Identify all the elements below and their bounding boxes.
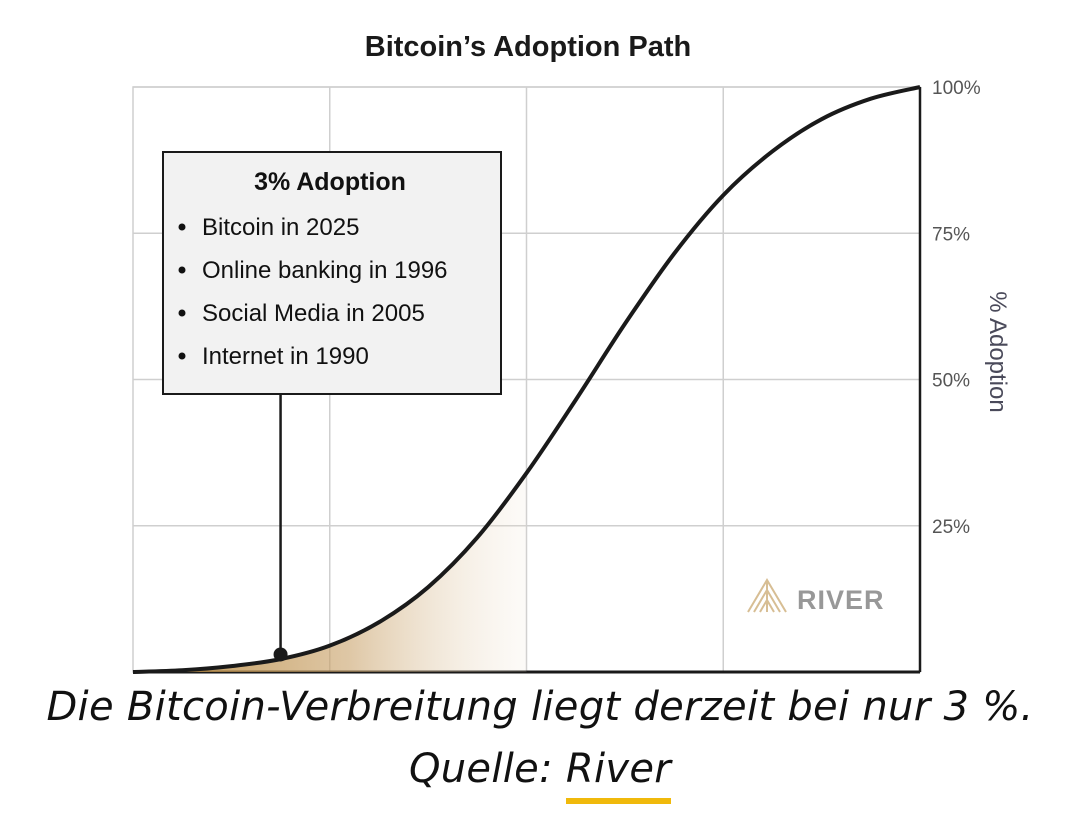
y-axis-label: % Adoption <box>984 291 1011 412</box>
annotation-item: Bitcoin in 2025 <box>202 214 359 241</box>
y-ticks: 25% 50% 75% 100% <box>932 78 981 538</box>
adoption-area-fill <box>133 473 527 672</box>
y-tick-label: 50% <box>932 371 970 392</box>
annotation-list: Bitcoin in 2025 Online banking in 1996 Soc… <box>178 214 448 370</box>
bullet-icon <box>178 309 186 317</box>
annotation-box: 3% Adoption Bitcoin in 2025 Online bankin… <box>162 151 502 395</box>
adoption-marker <box>273 647 288 662</box>
bullet-icon <box>178 266 186 274</box>
bullet-icon <box>178 223 186 231</box>
annotation-item: Online banking in 1996 <box>202 257 448 284</box>
annotation-title: 3% Adoption <box>254 168 406 196</box>
river-logo-icon <box>747 578 787 613</box>
y-tick-label: 75% <box>932 224 970 245</box>
caption-text: Die Bitcoin-Verbreitung liegt derzeit be… <box>46 684 1034 792</box>
chart-title: Bitcoin’s Adoption Path <box>365 31 692 63</box>
annotation-item: Social Media in 2005 <box>202 300 425 327</box>
y-tick-label: 25% <box>932 517 970 538</box>
river-logo-text: RIVER <box>797 585 885 615</box>
source-link[interactable]: River <box>565 746 671 804</box>
river-logo: RIVER <box>747 578 885 615</box>
figure-caption: Die Bitcoin-Verbreitung liegt derzeit be… <box>0 676 1080 804</box>
y-tick-label: 100% <box>932 78 981 99</box>
annotation-item: Internet in 1990 <box>202 343 369 370</box>
bullet-icon <box>178 352 186 360</box>
